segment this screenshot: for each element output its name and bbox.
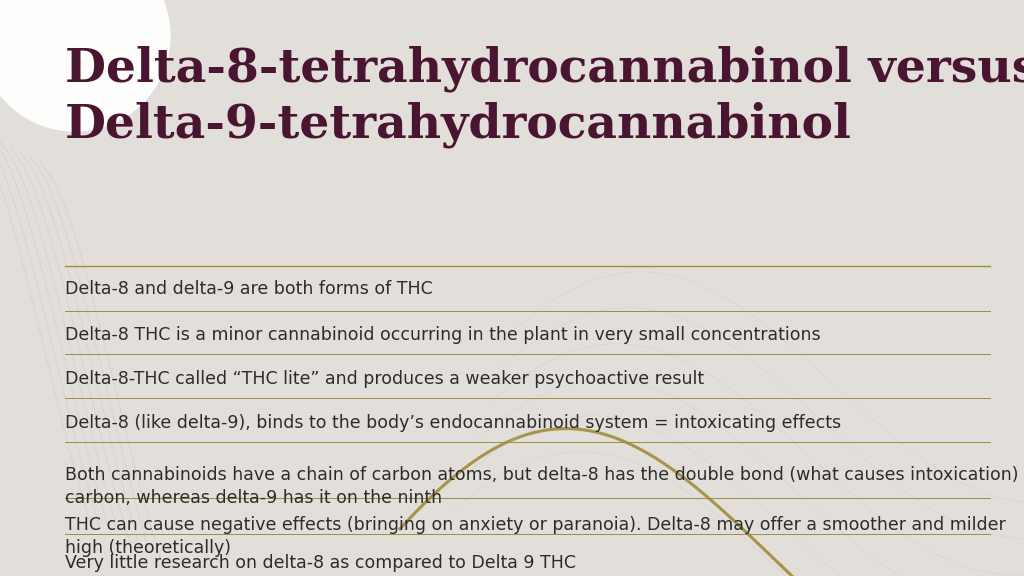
- Text: Delta-8 and delta-9 are both forms of THC: Delta-8 and delta-9 are both forms of TH…: [65, 280, 433, 298]
- Text: Delta-8-tetrahydrocannabinol versus
Delta-9-tetrahydrocannabinol: Delta-8-tetrahydrocannabinol versus Delt…: [65, 46, 1024, 148]
- Circle shape: [0, 0, 170, 131]
- Text: THC can cause negative effects (bringing on anxiety or paranoia). Delta-8 may of: THC can cause negative effects (bringing…: [65, 516, 1006, 557]
- Text: Delta-8 (like delta-9), binds to the body’s endocannabinoid system = intoxicatin: Delta-8 (like delta-9), binds to the bod…: [65, 414, 841, 432]
- Text: Delta-8-THC called “THC lite” and produces a weaker psychoactive result: Delta-8-THC called “THC lite” and produc…: [65, 370, 705, 388]
- Text: Very little research on delta-8 as compared to Delta 9 THC: Very little research on delta-8 as compa…: [65, 554, 575, 572]
- Text: Both cannabinoids have a chain of carbon atoms, but delta-8 has the double bond : Both cannabinoids have a chain of carbon…: [65, 466, 1024, 507]
- Text: Delta-8 THC is a minor cannabinoid occurring in the plant in very small concentr: Delta-8 THC is a minor cannabinoid occur…: [65, 326, 820, 344]
